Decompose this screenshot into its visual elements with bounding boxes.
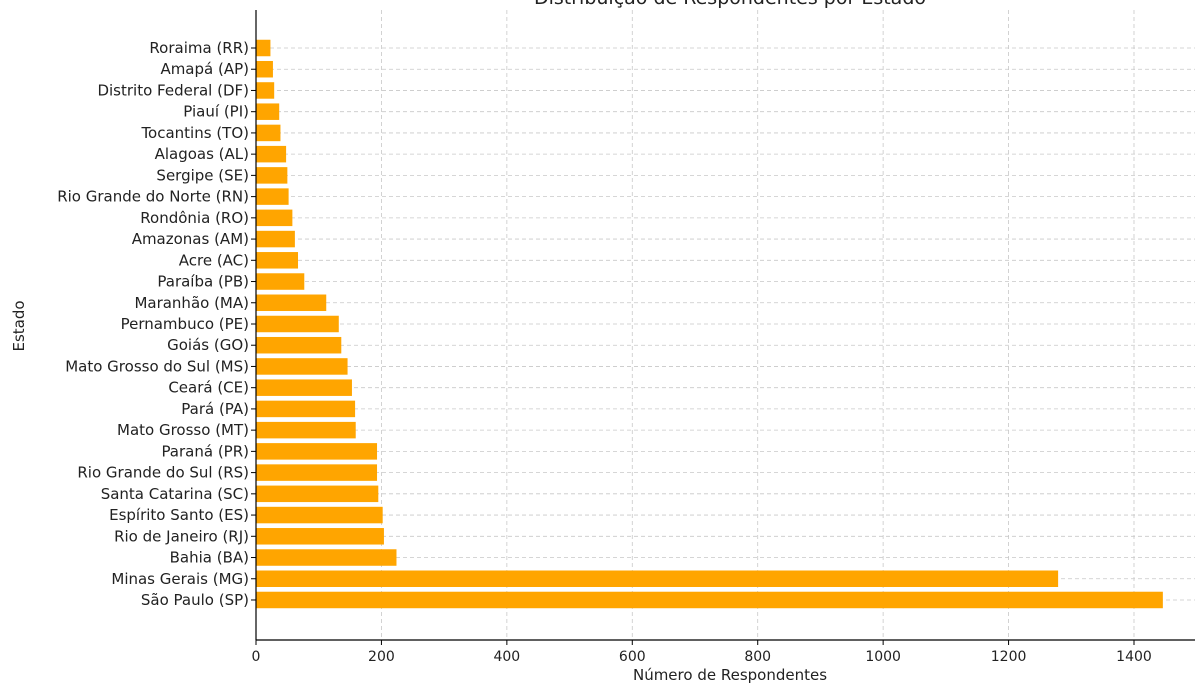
bar: [256, 145, 287, 163]
x-tick-labels: 0 200 400 600 800 1000 1200 1400: [252, 640, 1152, 665]
bar: [256, 506, 383, 524]
x-axis-label: Número de Respondentes: [633, 666, 827, 684]
bar: [256, 591, 1163, 609]
bar: [256, 60, 273, 78]
bar: [256, 400, 356, 418]
y-axis-label: Estado: [10, 300, 28, 351]
y-tick-label: Goiás (GO): [167, 336, 249, 354]
y-tick-label: Bahia (BA): [170, 549, 249, 567]
bar: [256, 294, 327, 312]
x-tick-label: 1000: [865, 649, 901, 665]
bar: [256, 443, 378, 460]
x-tick-label: 0: [252, 649, 261, 665]
bar: [256, 358, 348, 375]
bar: [256, 315, 339, 333]
bar: [256, 188, 289, 205]
y-tick-label: Rondônia (RO): [140, 209, 249, 227]
y-tick-label: Tocantins (TO): [140, 124, 249, 142]
y-tick-label: Paraíba (PB): [157, 273, 249, 291]
chart-title: Distribuição de Respondentes por Estado: [534, 0, 926, 9]
bar: [256, 103, 280, 120]
y-tick-label: Rio Grande do Sul (RS): [77, 464, 249, 482]
bar: [256, 379, 352, 396]
y-tick-label: Espírito Santo (ES): [109, 506, 249, 524]
bar: [256, 485, 379, 503]
x-tick-label: 600: [619, 649, 646, 665]
y-tick-label: Santa Catarina (SC): [101, 485, 249, 503]
y-tick-label: Sergipe (SE): [156, 166, 249, 184]
y-tick-label: Rio de Janeiro (RJ): [114, 527, 249, 545]
y-tick-label: Piauí (PI): [183, 103, 249, 121]
bar: [256, 421, 356, 439]
bar: [256, 273, 305, 290]
bar: [256, 167, 288, 184]
bar: [256, 464, 378, 481]
y-tick-label: Pernambuco (PE): [121, 315, 249, 333]
bar: [256, 124, 281, 142]
y-tick-label: Acre (AC): [179, 251, 249, 269]
y-tick-labels: Roraima (RR) Amapá (AP) Distrito Federal (…: [57, 39, 256, 609]
y-tick-label: Roraima (RR): [149, 39, 249, 57]
x-tick-label: 200: [368, 649, 395, 665]
y-tick-label: Paraná (PR): [161, 442, 249, 460]
bar: [256, 209, 293, 227]
bar: [256, 570, 1059, 587]
bar: [256, 528, 384, 545]
y-tick-label: Maranhão (MA): [134, 294, 249, 312]
y-tick-label: Alagoas (AL): [155, 145, 249, 163]
x-tick-label: 1200: [991, 649, 1027, 665]
y-tick-label: Mato Grosso (MT): [117, 421, 249, 439]
y-tick-label: Distrito Federal (DF): [97, 81, 249, 99]
bar: [256, 230, 295, 248]
y-tick-label: Minas Gerais (MG): [111, 570, 249, 588]
y-tick-label: Ceará (CE): [168, 379, 249, 397]
bar: [256, 336, 342, 354]
y-tick-label: Pará (PA): [181, 400, 249, 418]
y-tick-label: São Paulo (SP): [141, 591, 249, 609]
x-tick-label: 1400: [1116, 649, 1152, 665]
bars: [256, 39, 1163, 609]
y-tick-label: Mato Grosso do Sul (MS): [65, 357, 249, 375]
y-tick-label: Rio Grande do Norte (RN): [57, 188, 249, 206]
bar: [256, 252, 299, 269]
grid-lines: [256, 10, 1195, 640]
bar: [256, 82, 275, 99]
bar: [256, 39, 271, 57]
x-tick-label: 800: [744, 649, 771, 665]
x-tick-label: 400: [493, 649, 520, 665]
bar: [256, 549, 397, 566]
axes: [255, 10, 1195, 641]
y-tick-label: Amapá (AP): [160, 60, 249, 78]
y-tick-label: Amazonas (AM): [132, 230, 249, 248]
